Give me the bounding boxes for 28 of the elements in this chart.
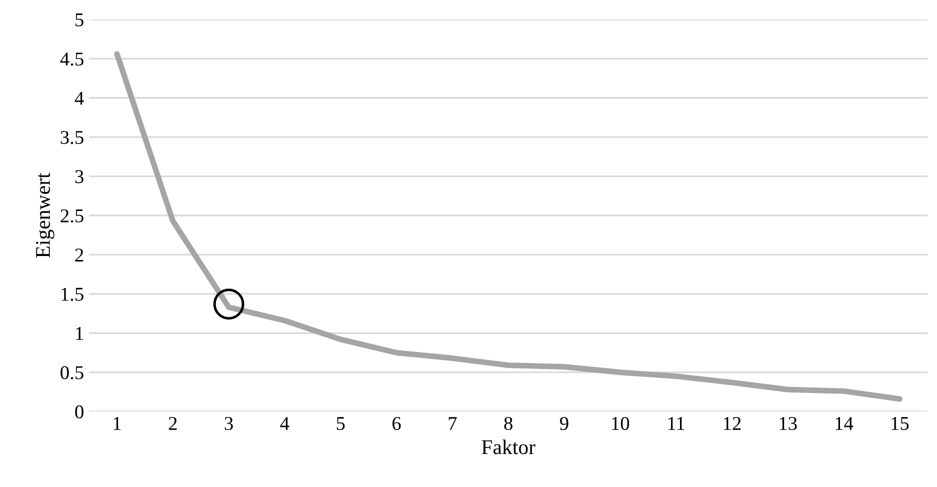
x-tick-label: 12 xyxy=(724,416,741,430)
x-tick-label: 3 xyxy=(224,416,233,430)
x-tick-label: 13 xyxy=(780,416,797,430)
x-tick-label: 2 xyxy=(168,416,177,430)
x-tick-label: 10 xyxy=(612,416,630,430)
y-tick-label: 3 xyxy=(75,170,84,184)
y-axis-title: Eigenwert xyxy=(36,172,54,258)
y-tick-label: 3.5 xyxy=(60,130,84,144)
y-tick-label: 2.5 xyxy=(60,209,84,223)
y-tick-label: 1.5 xyxy=(62,288,84,301)
y-tick-label: 2 xyxy=(75,248,84,262)
x-axis-title: Faktor xyxy=(482,440,536,454)
x-tick-label: 11 xyxy=(668,417,684,430)
x-tick-label: 9 xyxy=(560,416,568,430)
y-tick-label: 4.5 xyxy=(60,52,84,66)
y-tick-label: 0.5 xyxy=(60,366,84,380)
x-tick-label: 4 xyxy=(280,417,290,430)
y-tick-label: 0 xyxy=(75,405,84,418)
y-tick-label: 4 xyxy=(74,92,84,105)
x-tick-label: 8 xyxy=(504,416,512,430)
y-tick-label: 5 xyxy=(76,13,84,26)
x-tick-label: 6 xyxy=(392,416,401,430)
x-tick-label: 5 xyxy=(336,417,345,430)
x-tick-label: 1 xyxy=(114,417,121,430)
x-tick-label: 14 xyxy=(836,417,854,430)
y-tick-label: 1 xyxy=(76,327,83,340)
x-tick-label: 15 xyxy=(892,417,909,430)
x-tick-label: 7 xyxy=(448,417,457,430)
